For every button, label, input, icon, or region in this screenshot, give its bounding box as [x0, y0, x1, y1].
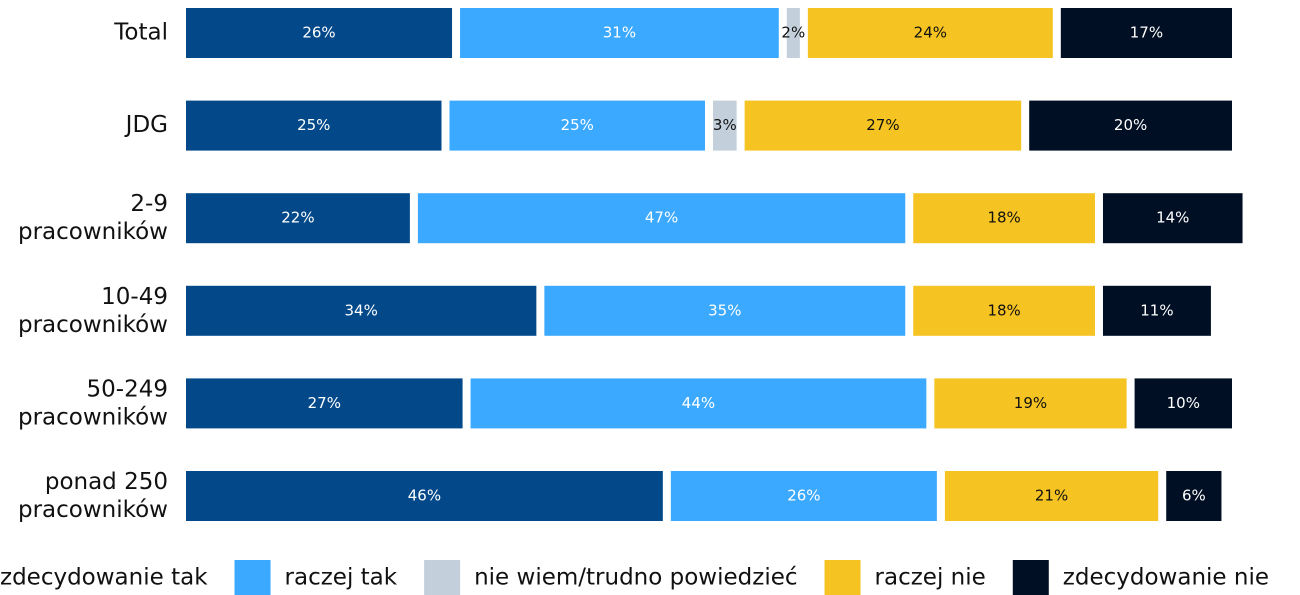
- category-label: ponad 250 pracowników: [18, 469, 168, 523]
- bar-segment: [670, 471, 937, 521]
- bar-segment: [944, 471, 1159, 521]
- legend-label: nie wiem/trudno powiedzieć: [474, 565, 797, 591]
- legend-label: raczej tak: [285, 565, 398, 591]
- data-label: 22%: [281, 209, 314, 227]
- bar-segment: [1102, 285, 1211, 336]
- category-label-line: pracowników: [18, 497, 168, 523]
- category-label-line: pracowników: [18, 219, 168, 245]
- legend-label: zdecydowanie nie: [1063, 565, 1269, 591]
- data-label: 31%: [603, 24, 636, 42]
- bar-segment: [713, 100, 737, 151]
- category-label-line: pracowników: [18, 404, 168, 430]
- bar-segment: [544, 285, 906, 336]
- bar-segment: [786, 8, 800, 58]
- data-label: 26%: [787, 487, 820, 505]
- bar-segment: [449, 100, 705, 151]
- data-label: 21%: [1035, 487, 1068, 505]
- data-label: 27%: [308, 394, 341, 412]
- category-label-line: 2-9: [130, 191, 168, 217]
- category-label-line: ponad 250: [45, 469, 168, 495]
- category-label: Total: [113, 20, 168, 46]
- data-label: 34%: [345, 301, 378, 319]
- data-label: 6%: [1182, 487, 1206, 505]
- data-label: 14%: [1156, 209, 1189, 227]
- data-label: 26%: [302, 24, 335, 42]
- data-label: 35%: [708, 301, 741, 319]
- bar-segment: [186, 8, 453, 58]
- bar-segment: [186, 378, 463, 429]
- data-label: 47%: [645, 209, 678, 227]
- bar-segment: [186, 285, 537, 336]
- category-label: 50-249 pracowników: [18, 376, 168, 430]
- bar-segment: [460, 8, 779, 58]
- data-label: 25%: [561, 116, 594, 134]
- bar-segment: [186, 100, 442, 151]
- data-label: 3%: [713, 116, 737, 134]
- data-label: 44%: [682, 394, 715, 412]
- data-label: 2%: [781, 24, 805, 42]
- bar-segment: [417, 193, 906, 244]
- category-label: 2-9 pracowników: [18, 191, 168, 245]
- data-label: 46%: [408, 487, 441, 505]
- data-label: 20%: [1114, 116, 1147, 134]
- data-label: 18%: [987, 301, 1020, 319]
- category-label: JDG: [124, 112, 168, 138]
- data-label: 10%: [1167, 394, 1200, 412]
- bar-segment: [1029, 100, 1232, 151]
- data-label: 19%: [1014, 394, 1047, 412]
- category-label-line: 10-49: [101, 283, 168, 309]
- data-label: 25%: [297, 116, 330, 134]
- bar-segment: [186, 471, 663, 521]
- category-label-line: pracowników: [18, 311, 168, 337]
- legend-label: raczej nie: [875, 565, 986, 591]
- bar-segment: [1134, 378, 1232, 429]
- bar-segment: [1166, 471, 1222, 521]
- data-label: 27%: [866, 116, 899, 134]
- bar-segment: [934, 378, 1127, 429]
- bar-segment: [744, 100, 1022, 151]
- legend-swatch: [824, 560, 861, 595]
- bar-segment: [1102, 193, 1243, 244]
- legend-swatch: [234, 560, 271, 595]
- data-label: 24%: [914, 24, 947, 42]
- data-label: 18%: [987, 209, 1020, 227]
- category-label-line: 50-249: [87, 376, 168, 402]
- bar-segment: [470, 378, 927, 429]
- data-label: 17%: [1130, 24, 1163, 42]
- bar-segment: [807, 8, 1053, 58]
- legend-label: zdecydowanie tak: [0, 565, 208, 591]
- data-label: 11%: [1140, 301, 1173, 319]
- bar-segment: [913, 285, 1095, 336]
- bar-segment: [186, 193, 410, 244]
- bar-segment: [1060, 8, 1232, 58]
- bar-segment: [913, 193, 1095, 244]
- legend-swatch: [1012, 560, 1049, 595]
- category-label: 10-49 pracowników: [18, 283, 168, 337]
- legend-swatch: [424, 560, 461, 595]
